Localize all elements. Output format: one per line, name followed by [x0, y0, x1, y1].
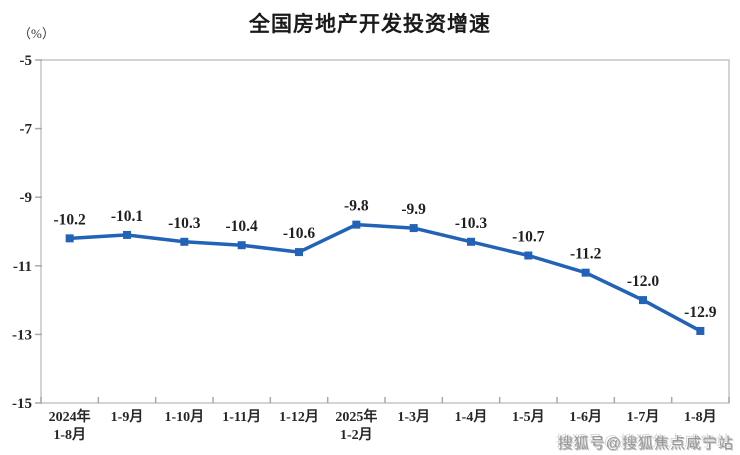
watermark-text: 搜狐号@搜狐焦点咸宁站	[557, 435, 734, 452]
x-axis-category-label: 1-8月	[684, 409, 717, 425]
x-axis-category-label: 1-10月	[164, 409, 204, 425]
data-point-label: -10.3	[455, 215, 488, 232]
data-point-label: -10.3	[168, 215, 201, 232]
x-axis-category-label: 1-3月	[397, 409, 430, 425]
series-line	[67, 222, 703, 333]
data-point-marker	[295, 248, 303, 257]
data-point-marker	[409, 224, 418, 233]
data-point-marker	[524, 251, 533, 260]
y-axis-tick-label: -5	[20, 53, 33, 69]
y-axis-tick-label: -9	[20, 190, 33, 206]
data-point-label: -10.6	[283, 225, 316, 242]
data-point-marker	[180, 237, 189, 246]
x-axis-category-label: 1-5月	[512, 409, 545, 425]
data-point-marker	[237, 241, 246, 250]
y-axis-tick-label: -15	[12, 396, 32, 412]
data-point-marker	[639, 296, 647, 305]
chart-title: 全国房地产开发投资增速	[249, 13, 491, 36]
data-point-marker	[467, 237, 475, 246]
plot-border	[40, 59, 730, 404]
data-point-marker	[696, 326, 705, 335]
y-axis-tick-label: -13	[12, 327, 32, 343]
x-axis-category-label: 1-7月	[627, 409, 660, 425]
x-axis-category-label: 1-12月	[279, 409, 319, 425]
x-axis-category-label: 1-11月	[222, 409, 261, 425]
data-point-label: -11.2	[570, 246, 602, 263]
data-point-label: -10.1	[111, 208, 143, 225]
y-axis-tick-label: -7	[20, 122, 33, 138]
x-axis-category-label: 2024年 1-8月	[49, 408, 91, 443]
data-point-label: -10.4	[226, 218, 259, 235]
data-point-label: -10.7	[512, 229, 545, 246]
y-axis-unit-label: （%）	[18, 26, 55, 41]
data-point-label: -9.9	[401, 201, 426, 218]
data-point-label: -12.9	[684, 304, 717, 321]
x-axis-category-label: 1-4月	[455, 409, 488, 425]
x-axis-category-label: 1-9月	[111, 409, 144, 425]
data-point-marker	[581, 268, 590, 277]
data-point-marker	[123, 230, 131, 239]
data-point-marker	[65, 234, 74, 243]
data-point-label: -10.2	[54, 211, 87, 228]
data-point-label: -12.0	[627, 273, 660, 290]
y-axis-tick-label: -11	[13, 259, 32, 275]
data-point-label: -9.8	[344, 198, 369, 215]
data-point-marker	[352, 220, 361, 229]
x-axis-category-label: 1-6月	[569, 409, 602, 425]
x-axis-category-label: 2025年 1-2月	[335, 408, 377, 443]
